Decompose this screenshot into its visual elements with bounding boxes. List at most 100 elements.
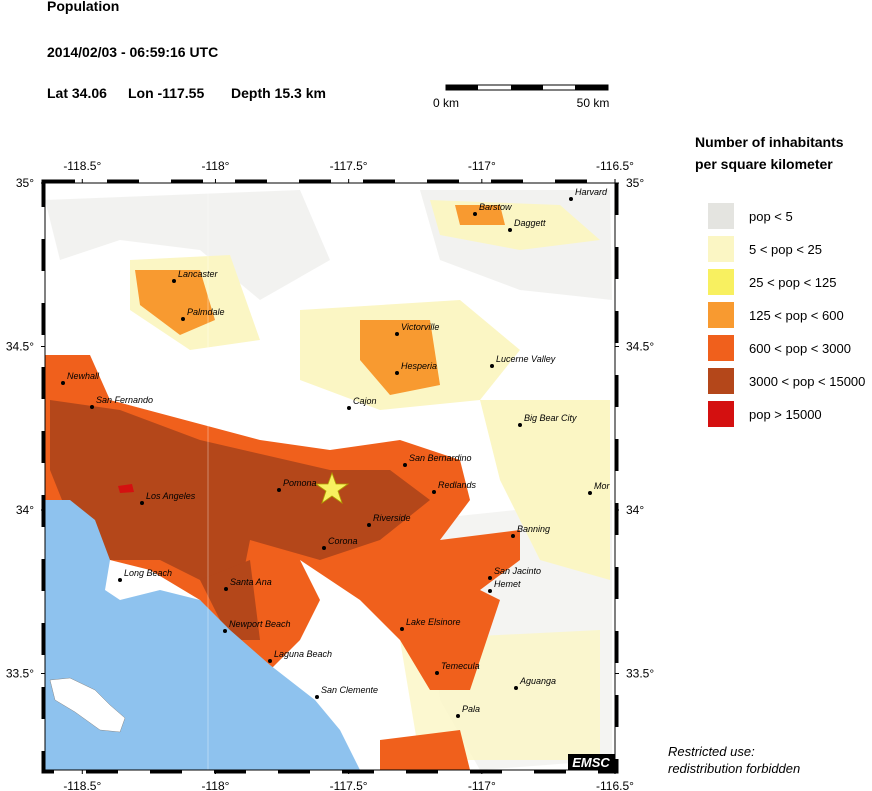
- city-dot: [432, 490, 436, 494]
- city-label: Lancaster: [178, 269, 219, 279]
- city-dot: [403, 463, 407, 467]
- legend-label: 600 < pop < 3000: [749, 341, 851, 356]
- city-label: Los Angeles: [146, 491, 196, 501]
- city-label: San Fernando: [96, 395, 153, 405]
- legend-swatch: [708, 203, 734, 229]
- legend-swatch: [708, 401, 734, 427]
- lat: Lat 34.06: [47, 85, 107, 101]
- lon-tick-label: -116.5°: [596, 779, 634, 791]
- city-label: Aguanga: [519, 676, 556, 686]
- lon-tick-label: -118.5°: [63, 159, 101, 173]
- city-dot: [367, 523, 371, 527]
- city-label: Lake Elsinore: [406, 617, 461, 627]
- legend-label: 25 < pop < 125: [749, 275, 836, 290]
- legend-swatch: [708, 335, 734, 361]
- footer: redistribution forbidden: [668, 761, 800, 776]
- city-label: Corona: [328, 536, 358, 546]
- lon-tick-label: -118°: [201, 159, 229, 173]
- city-label: Hesperia: [401, 361, 437, 371]
- map-border: [41, 179, 619, 774]
- lon-tick-label: -116.5°: [596, 159, 634, 173]
- credit: EMSC: [572, 755, 610, 770]
- city-label: Riverside: [373, 513, 411, 523]
- city-label: Victorville: [401, 322, 439, 332]
- city-label: Harvard: [575, 187, 608, 197]
- lat-tick-label: 35°: [626, 176, 644, 190]
- lon: Lon -117.55: [128, 85, 204, 101]
- city-label: Newport Beach: [229, 619, 291, 629]
- legend-label: 5 < pop < 25: [749, 242, 822, 257]
- city-dot: [224, 587, 228, 591]
- city-label: Pala: [462, 704, 480, 714]
- city-dot: [277, 488, 281, 492]
- scale-label: 0 km: [433, 96, 459, 110]
- city-dot: [140, 501, 144, 505]
- city-dot: [400, 627, 404, 631]
- lon-tick-label: -117°: [468, 779, 496, 791]
- legend-swatch: [708, 236, 734, 262]
- depth: Depth 15.3 km: [231, 85, 326, 101]
- city-label: Daggett: [514, 218, 546, 228]
- city-dot: [435, 671, 439, 675]
- city-label: Palmdale: [187, 307, 225, 317]
- city-dot: [511, 534, 515, 538]
- city-dot: [347, 406, 351, 410]
- scale-label: 50 km: [577, 96, 610, 110]
- map-area: [45, 183, 615, 770]
- city-label: San Bernardino: [409, 453, 472, 463]
- city-label: Pomona: [283, 478, 317, 488]
- city-dot: [508, 228, 512, 232]
- city-label: Barstow: [479, 202, 512, 212]
- legend-label: pop > 15000: [749, 407, 822, 422]
- lat-tick-label: 33.5°: [626, 667, 654, 681]
- city-dot: [61, 381, 65, 385]
- city-label: Redlands: [438, 480, 477, 490]
- city-dot: [172, 279, 176, 283]
- city-label: Temecula: [441, 661, 480, 671]
- city-dot: [315, 695, 319, 699]
- city-label: Mor: [594, 481, 611, 491]
- lon-tick-label: -118°: [201, 779, 229, 791]
- legend-label: pop < 5: [749, 209, 793, 224]
- city-label: Hemet: [494, 579, 521, 589]
- city-dot: [395, 332, 399, 336]
- city-label: Lucerne Valley: [496, 354, 556, 364]
- city-label: Banning: [517, 524, 550, 534]
- city-dot: [473, 212, 477, 216]
- lat-tick-label: 35°: [16, 176, 34, 190]
- lat-tick-label: 34°: [16, 503, 34, 517]
- city-label: Newhall: [67, 371, 100, 381]
- city-dot: [456, 714, 460, 718]
- city-dot: [223, 629, 227, 633]
- legend-label: 125 < pop < 600: [749, 308, 844, 323]
- lon-tick-label: -117.5°: [330, 159, 368, 173]
- legend-title: per square kilometer: [695, 156, 833, 172]
- city-dot: [90, 405, 94, 409]
- lat-tick-label: 34.5°: [6, 340, 34, 354]
- city-dot: [569, 197, 573, 201]
- city-dot: [268, 659, 272, 663]
- datetime: 2014/02/03 - 06:59:16 UTC: [47, 44, 218, 60]
- legend-swatch: [708, 368, 734, 394]
- lat-tick-label: 34.5°: [626, 340, 654, 354]
- lon-tick-label: -117.5°: [330, 779, 368, 791]
- legend-label: 3000 < pop < 15000: [749, 374, 865, 389]
- city-label: Big Bear City: [524, 413, 577, 423]
- city-dot: [514, 686, 518, 690]
- lat-tick-label: 33.5°: [6, 667, 34, 681]
- city-dot: [322, 546, 326, 550]
- city-dot: [488, 589, 492, 593]
- legend-swatch: [708, 302, 734, 328]
- title: Population: [47, 0, 119, 14]
- city-label: Cajon: [353, 396, 377, 406]
- city-dot: [118, 578, 122, 582]
- legend-title: Number of inhabitants: [695, 134, 844, 150]
- city-dot: [518, 423, 522, 427]
- city-label: Long Beach: [124, 568, 172, 578]
- epicenter: [314, 471, 350, 505]
- lat-tick-label: 34°: [626, 503, 644, 517]
- city-dot: [588, 491, 592, 495]
- city-label: San Jacinto: [494, 566, 541, 576]
